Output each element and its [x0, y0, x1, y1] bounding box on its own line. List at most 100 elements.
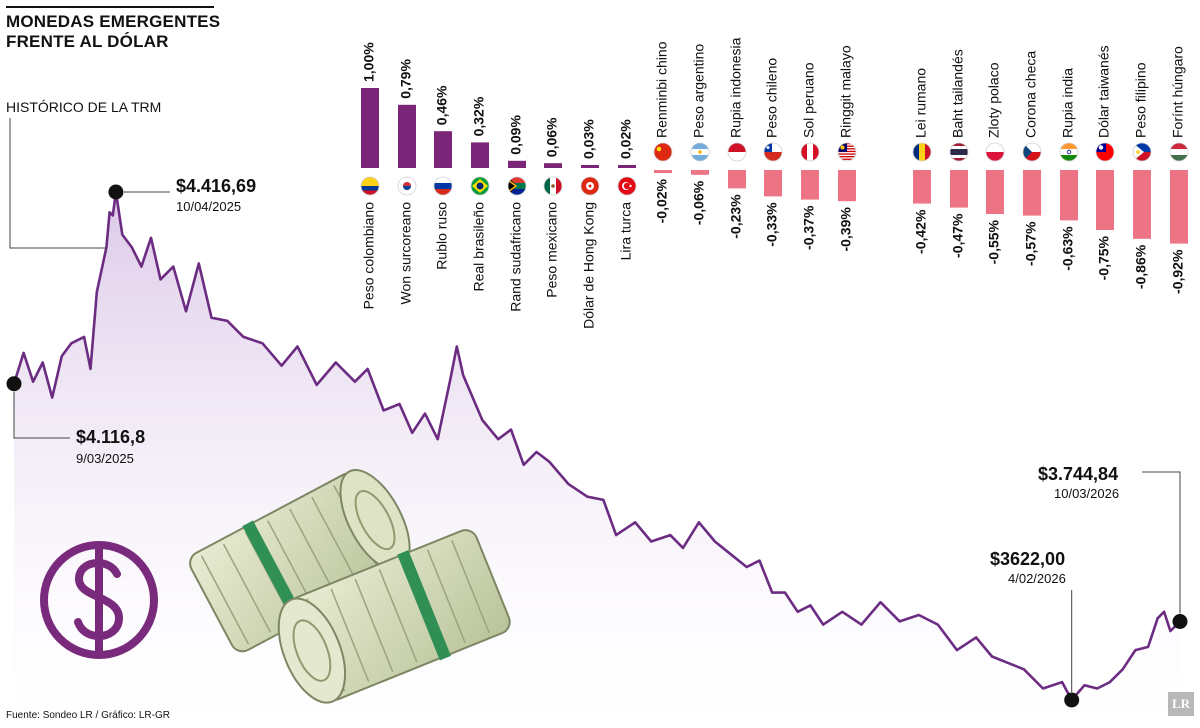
bar-value-label-15: -0,47% — [950, 213, 966, 258]
point-marker-end — [1172, 614, 1188, 629]
bar-15 — [950, 170, 968, 208]
bar-value-label-1: 0,79% — [398, 59, 414, 99]
start-date-label: 9/03/2025 — [76, 451, 134, 466]
flag-indonesia-icon — [727, 142, 747, 162]
bar-19 — [1096, 170, 1114, 230]
flag-mexico-icon — [543, 176, 563, 196]
flag-argentina-icon — [690, 142, 710, 162]
flag-brazil-icon — [470, 176, 490, 196]
category-label-21: Forínt húngaro — [1170, 46, 1186, 138]
category-label-13: Ringgit malayo — [838, 45, 854, 138]
category-label-4: Rand sudafricano — [508, 202, 524, 312]
point-marker-start — [6, 376, 22, 392]
bar-value-label-20: -0,86% — [1133, 244, 1149, 289]
leader-history — [9, 118, 107, 249]
category-label-1: Won surcoreano — [398, 202, 414, 305]
flag-thailand-icon — [949, 142, 969, 162]
bar-3 — [471, 142, 489, 168]
flag-philippines-icon — [1132, 142, 1152, 162]
category-label-12: Sol peruano — [801, 62, 817, 138]
bar-chart-layer: 1,00% Peso colombiano 0,79% Won surcoreano 0… — [361, 37, 1188, 329]
bar-10 — [728, 170, 746, 189]
category-label-18: Rupia india — [1060, 68, 1076, 138]
category-label-2: Rublo ruso — [434, 202, 450, 270]
bar-6 — [581, 165, 599, 168]
bar-18 — [1060, 170, 1078, 221]
start-value-label: $4.116,8 — [76, 427, 146, 447]
bar-13 — [838, 170, 856, 202]
end-value-label: $3.744,84 — [1038, 464, 1119, 484]
title-line-1: MONEDAS EMERGENTES — [6, 12, 221, 31]
bar-5 — [544, 163, 562, 168]
category-label-6: Dólar de Hong Kong — [581, 202, 597, 329]
flag-hungary-icon — [1169, 142, 1189, 162]
bar-value-label-14: -0,42% — [913, 209, 929, 254]
bar-8 — [654, 170, 672, 173]
max-value-label: $4.416,69 — [176, 176, 257, 196]
bar-21 — [1170, 170, 1188, 244]
bar-value-label-9: -0,06% — [691, 180, 707, 225]
point-marker-max — [108, 184, 124, 200]
dollar-sign-icon — [40, 541, 158, 659]
end-date-label: 10/03/2026 — [1054, 486, 1120, 501]
bar-16 — [986, 170, 1004, 214]
bar-value-label-8: -0,02% — [654, 178, 670, 223]
bar-17 — [1023, 170, 1041, 216]
category-label-11: Peso chileno — [764, 58, 780, 138]
bar-value-label-18: -0,63% — [1060, 226, 1076, 271]
bar-value-label-7: 0,02% — [618, 119, 634, 159]
flag-china-icon — [653, 142, 673, 162]
flag-south-africa-icon — [507, 176, 527, 196]
flag-hong-kong-icon — [580, 176, 600, 196]
flag-russia-icon — [433, 176, 453, 196]
category-label-17: Corona checa — [1023, 51, 1039, 138]
bar-value-label-0: 1,00% — [361, 42, 377, 82]
flag-layer — [360, 142, 1189, 196]
point-marker-min — [1064, 692, 1080, 708]
category-label-9: Peso argentino — [691, 44, 707, 138]
flag-taiwan-icon — [1095, 142, 1115, 162]
flag-peru-icon — [800, 142, 820, 162]
bar-value-label-2: 0,46% — [434, 85, 450, 125]
flag-poland-icon — [985, 142, 1005, 162]
title-line-2: FRENTE AL DÓLAR — [6, 32, 169, 51]
flag-chile-icon — [763, 142, 783, 162]
category-label-14: Lei rumano — [913, 68, 929, 138]
trm-area-fill — [14, 192, 1180, 728]
lr-logo: LR — [1168, 692, 1194, 716]
bar-9 — [691, 170, 709, 175]
bar-value-label-19: -0,75% — [1096, 235, 1112, 280]
bar-20 — [1133, 170, 1151, 239]
bar-14 — [913, 170, 931, 204]
category-label-10: Rupia indonesia — [728, 37, 744, 138]
bar-value-label-16: -0,55% — [986, 219, 1002, 264]
bar-1 — [398, 104, 416, 168]
bar-value-label-4: 0,09% — [508, 115, 524, 155]
category-label-5: Peso mexicano — [544, 202, 560, 298]
annotation-leaders — [6, 118, 1188, 708]
page-title: MONEDAS EMERGENTES FRENTE AL DÓLAR — [6, 12, 220, 52]
category-label-7: Lira turca — [618, 202, 634, 261]
source-note: Fuente: Sondeo LR / Gráfico: LR-GR — [6, 710, 170, 721]
min-date-label: 4/02/2026 — [1008, 571, 1066, 586]
bar-value-label-17: -0,57% — [1023, 221, 1039, 266]
category-label-8: Renminbi chino — [654, 41, 670, 138]
title-rule — [6, 6, 214, 8]
flag-romania-icon — [912, 142, 932, 162]
bar-value-label-13: -0,39% — [838, 207, 854, 252]
bar-value-label-10: -0,23% — [728, 194, 744, 239]
flag-colombia-icon — [360, 176, 380, 196]
money-rolls-image — [189, 469, 511, 704]
history-label: HISTÓRICO DE LA TRM — [6, 99, 162, 115]
flag-south-korea-icon — [397, 176, 417, 196]
category-label-20: Peso filipino — [1133, 62, 1149, 138]
flag-czech-republic-icon — [1022, 142, 1042, 162]
leader-start — [13, 391, 70, 439]
bar-value-label-21: -0,92% — [1170, 249, 1186, 294]
bar-4 — [508, 160, 526, 168]
category-label-0: Peso colombiano — [361, 202, 377, 310]
trm-line — [12, 190, 1181, 702]
category-label-19: Dólar taiwanés — [1096, 45, 1112, 138]
